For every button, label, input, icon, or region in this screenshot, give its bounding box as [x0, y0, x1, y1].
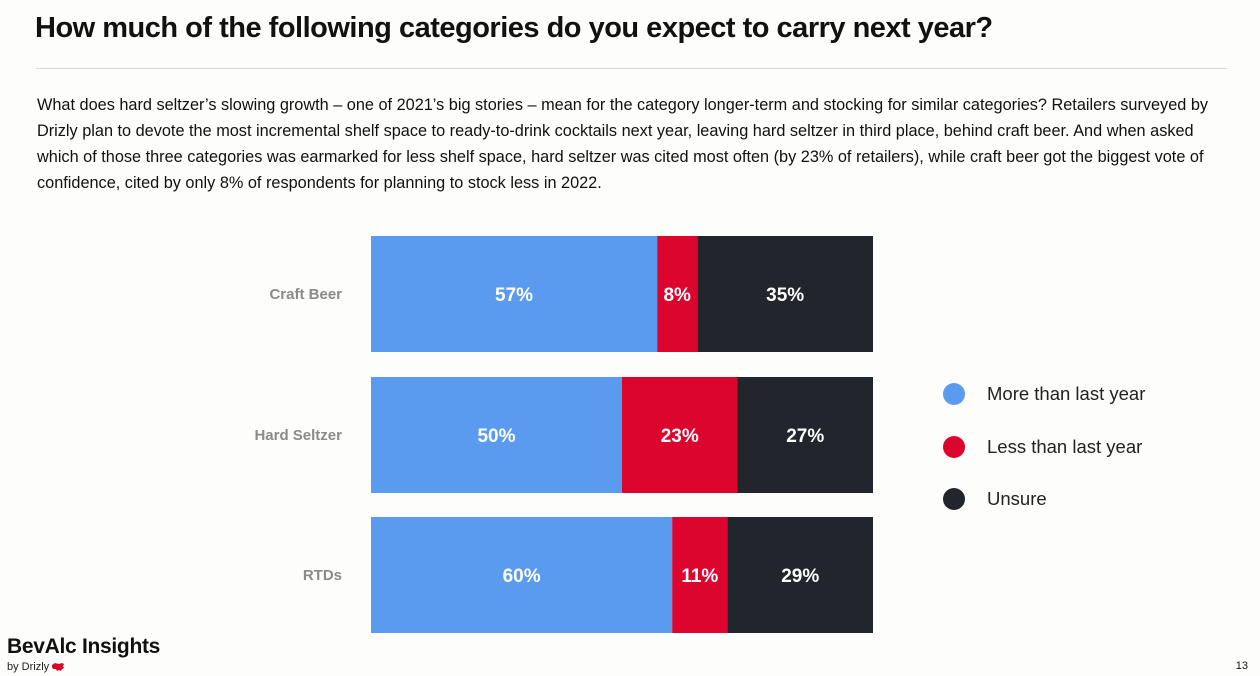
legend-label-unsure: Unsure	[987, 488, 1047, 510]
bar-rtds-unsure	[727, 517, 873, 633]
bar-rtds-more-than-last-year	[371, 517, 673, 633]
brand-byline: by Drizly	[7, 660, 160, 674]
legend-swatch-more	[943, 383, 965, 406]
legend-item-unsure: Unsure	[943, 473, 1145, 526]
category-label-rtds: RTDs	[303, 567, 342, 584]
legend-item-less: Less than last year	[943, 421, 1145, 474]
legend-swatch-less	[943, 435, 965, 458]
bar-hard-seltzer-unsure	[737, 377, 873, 493]
bar-rtds-less-than-last-year	[672, 517, 728, 633]
data-label-rtds-less-than-last-year: 11%	[681, 566, 718, 587]
brand-by-text: by Drizly	[7, 661, 50, 673]
intro-paragraph: What does hard seltzer’s slowing growth …	[37, 96, 1209, 192]
legend-swatch-unsure	[943, 488, 965, 511]
data-label-craft-beer-less-than-last-year: 8%	[663, 285, 691, 306]
category-label-craft-beer: Craft Beer	[269, 286, 342, 303]
data-label-rtds-more-than-last-year: 60%	[503, 566, 541, 587]
category-label-hard-seltzer: Hard Seltzer	[254, 427, 342, 444]
legend-label-less: Less than last year	[987, 435, 1143, 457]
brand-logo-block: BevAlc Insights by Drizly	[7, 634, 160, 674]
data-label-hard-seltzer-more-than-last-year: 50%	[477, 426, 515, 447]
bar-hard-seltzer-less-than-last-year	[622, 377, 738, 493]
data-label-hard-seltzer-unsure: 27%	[786, 426, 824, 447]
data-label-rtds-unsure: 29%	[781, 566, 819, 587]
bar-craft-beer-unsure	[697, 236, 873, 352]
drizly-bear-icon	[52, 663, 65, 671]
bar-craft-beer-less-than-last-year	[657, 236, 698, 352]
page-title: How much of the following categories do …	[35, 12, 993, 44]
legend-item-more: More than last year	[943, 368, 1145, 421]
bar-hard-seltzer-more-than-last-year	[371, 377, 622, 493]
legend-label-more: More than last year	[987, 383, 1146, 405]
brand-name: BevAlc Insights	[7, 635, 161, 658]
title-divider	[36, 68, 1227, 69]
bar-craft-beer-more-than-last-year	[371, 236, 658, 352]
chart-legend: More than last year Less than last year …	[943, 368, 1145, 526]
data-label-craft-beer-unsure: 35%	[766, 285, 804, 306]
data-label-hard-seltzer-less-than-last-year: 23%	[661, 426, 699, 447]
data-label-craft-beer-more-than-last-year: 57%	[495, 285, 533, 306]
page-number: 13	[1235, 660, 1248, 672]
